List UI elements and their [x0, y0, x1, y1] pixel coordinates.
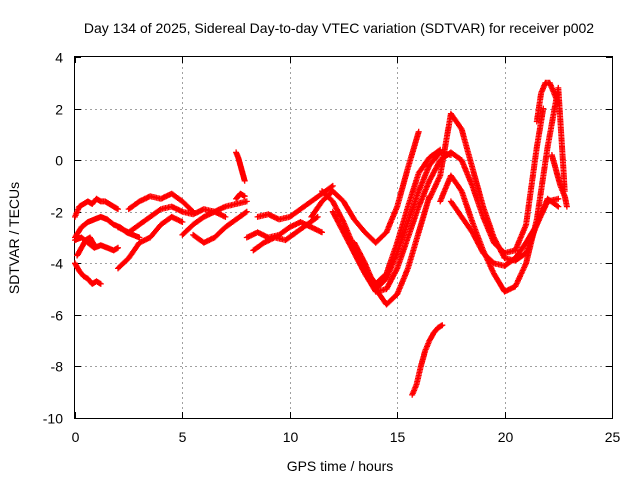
series-track-4 — [72, 260, 104, 287]
plus-markers — [72, 260, 104, 287]
y-axis-label: SDTVAR / TECUs — [6, 182, 22, 294]
data-points — [72, 79, 570, 398]
series-track-1 — [72, 195, 121, 220]
series-track-14 — [250, 213, 321, 254]
y-tick-label: -8 — [51, 359, 64, 375]
y-tick-label: 2 — [55, 102, 63, 118]
plus-markers — [74, 234, 98, 259]
plus-markers — [125, 190, 197, 215]
plus-markers — [458, 105, 547, 256]
plus-markers — [533, 79, 562, 125]
series-track-20 — [351, 193, 433, 308]
series-track-11 — [233, 149, 248, 184]
plus-markers — [115, 213, 186, 272]
plus-markers — [190, 208, 250, 246]
series-track-12 — [233, 190, 248, 202]
y-tick-label: -4 — [51, 256, 64, 272]
x-tick-label: 25 — [605, 429, 621, 445]
plus-markers — [250, 213, 321, 254]
x-tick-label: 5 — [179, 429, 187, 445]
plus-markers — [254, 182, 336, 223]
x-axis-label: GPS time / hours — [287, 458, 394, 474]
x-tick-label: 10 — [283, 429, 299, 445]
x-tick-label: 0 — [72, 429, 80, 445]
plus-markers — [179, 198, 250, 238]
y-tick-label: 0 — [55, 153, 63, 169]
x-tick-label: 20 — [498, 429, 514, 445]
y-tick-label: -10 — [43, 411, 63, 427]
chart-title: Day 134 of 2025, Sidereal Day-to-day VTE… — [84, 20, 594, 36]
series-track-8 — [125, 190, 197, 215]
series-track-27 — [548, 152, 570, 210]
plus-markers — [409, 322, 446, 398]
series-track-10 — [190, 208, 250, 246]
plus-markers — [548, 152, 570, 210]
y-axis: -10 -8 -6 -4 -2 0 2 4 — [43, 50, 612, 427]
y-tick-label: -6 — [51, 308, 64, 324]
series-track-26 — [533, 79, 562, 125]
plus-markers — [447, 195, 562, 269]
series-track-25 — [458, 105, 547, 256]
plus-markers — [233, 149, 248, 184]
y-tick-label: 4 — [55, 50, 63, 66]
plus-markers — [351, 193, 433, 308]
series-track-5 — [74, 234, 98, 259]
y-tick-label: -2 — [51, 205, 64, 221]
plus-markers — [72, 195, 121, 220]
series-track-24 — [447, 195, 562, 269]
series-track-15 — [254, 182, 336, 223]
series-track-9 — [179, 198, 250, 238]
series-track-21 — [409, 322, 446, 398]
x-axis: 0 5 10 15 20 25 — [72, 57, 621, 445]
plus-markers — [233, 190, 248, 202]
x-tick-label: 15 — [390, 429, 406, 445]
series-track-7 — [115, 213, 186, 272]
